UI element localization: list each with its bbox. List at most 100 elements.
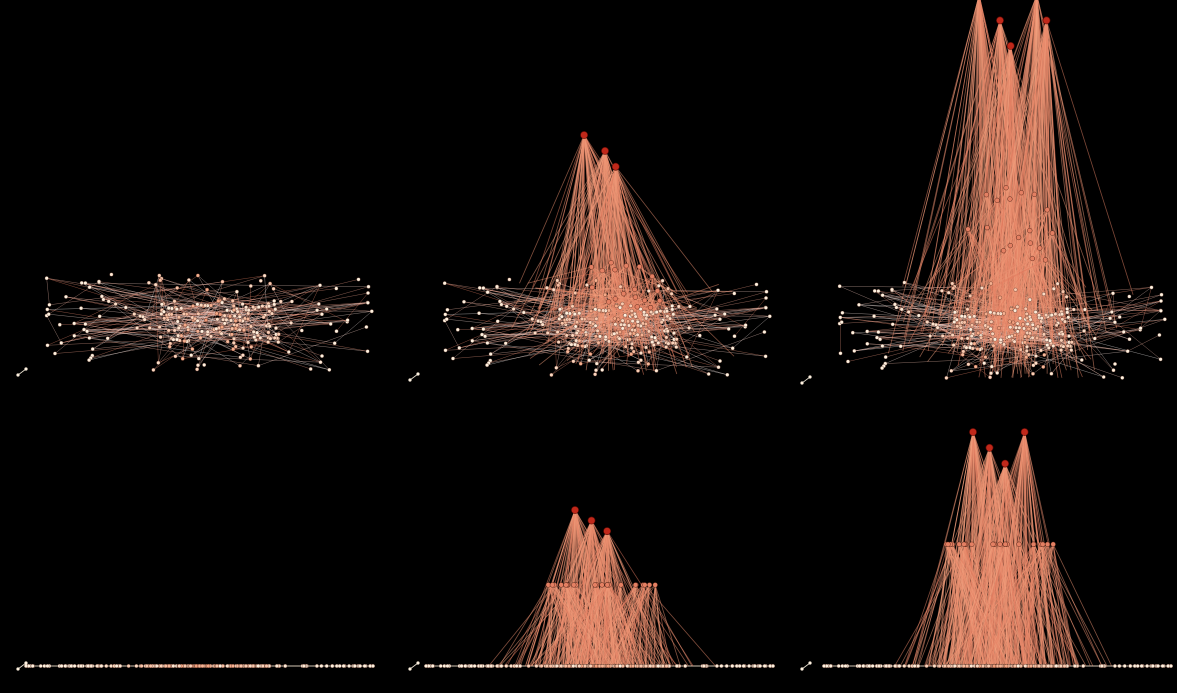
network-node xyxy=(646,361,651,366)
network-node xyxy=(1082,307,1087,312)
lifted-edge xyxy=(598,301,609,326)
network-node xyxy=(289,320,294,325)
network-node xyxy=(1031,371,1035,376)
network-node xyxy=(555,278,560,283)
network-node xyxy=(587,358,592,363)
network-node xyxy=(556,340,561,345)
lifted-edge xyxy=(967,229,1022,336)
network-edge xyxy=(247,313,273,343)
network-node xyxy=(548,664,553,668)
lifted-node xyxy=(1018,190,1024,196)
network-node xyxy=(654,310,659,315)
network-node xyxy=(767,314,772,319)
lifted-edge xyxy=(654,584,681,667)
lifted-edge xyxy=(1050,233,1053,312)
network-node xyxy=(559,314,564,319)
lifted-edge xyxy=(644,584,674,667)
network-node xyxy=(196,311,201,316)
lifted-edge xyxy=(554,270,603,320)
network-node xyxy=(648,664,653,668)
network-node xyxy=(620,301,625,306)
network-node xyxy=(175,285,180,290)
lifted-edge xyxy=(650,307,676,358)
network-node xyxy=(852,348,857,353)
network-node xyxy=(1025,322,1030,327)
network-node xyxy=(205,287,210,292)
network-node xyxy=(1015,329,1020,334)
network-node xyxy=(1112,320,1117,325)
network-node xyxy=(630,341,634,346)
lifted-edge xyxy=(939,431,974,667)
network-node xyxy=(1061,289,1066,294)
network-node xyxy=(714,307,719,311)
network-node xyxy=(162,316,167,321)
network-node xyxy=(1025,344,1029,349)
network-node xyxy=(198,335,203,340)
network-edge xyxy=(656,331,765,371)
network-node xyxy=(714,664,719,668)
network-node xyxy=(481,286,486,291)
network-node xyxy=(246,308,251,313)
network-node xyxy=(872,314,877,319)
network-node xyxy=(653,335,658,340)
network-node xyxy=(358,664,363,668)
lifted-edge xyxy=(566,166,617,314)
network-node xyxy=(684,355,689,359)
lifted-edge xyxy=(606,584,678,667)
panel-top-left xyxy=(16,272,374,377)
network-node xyxy=(186,327,191,332)
network-node xyxy=(946,290,951,295)
lifted-edge xyxy=(563,584,567,667)
network-node xyxy=(1044,337,1049,342)
network-node xyxy=(99,664,104,668)
network-node xyxy=(462,299,466,304)
network-node xyxy=(574,331,579,336)
network-node xyxy=(472,664,477,668)
network-node xyxy=(272,335,277,340)
network-node xyxy=(45,343,50,348)
network-node xyxy=(175,337,179,342)
lifted-edge xyxy=(990,245,1011,340)
lifted-node xyxy=(563,582,569,588)
isolated-node xyxy=(808,375,812,379)
network-node xyxy=(1060,332,1065,337)
lifted-edge xyxy=(527,584,553,667)
network-node xyxy=(629,308,634,313)
network-node xyxy=(640,333,644,338)
network-edge xyxy=(732,316,771,349)
isolated-node xyxy=(800,381,804,385)
network-node xyxy=(618,305,623,310)
network-node xyxy=(324,664,329,668)
network-edge xyxy=(47,339,174,346)
network-node xyxy=(193,316,197,321)
network-edge xyxy=(233,342,311,370)
network-node xyxy=(764,289,769,294)
lifted-node xyxy=(549,582,556,588)
network-node xyxy=(741,664,746,668)
lifted-node xyxy=(1042,257,1049,263)
lifted-edge xyxy=(1018,237,1049,320)
network-node xyxy=(220,325,224,330)
network-node xyxy=(445,664,450,668)
network-node xyxy=(593,323,598,328)
network-node xyxy=(940,334,945,338)
lifted-edge xyxy=(629,584,636,667)
network-node xyxy=(649,310,654,315)
lifted-edge xyxy=(552,584,572,667)
network-node xyxy=(53,351,57,356)
network-edge xyxy=(445,344,572,351)
network-node xyxy=(299,328,304,333)
network-node xyxy=(969,341,974,346)
network-node xyxy=(167,664,171,668)
network-node xyxy=(837,284,842,289)
network-node xyxy=(564,311,569,316)
lifted-node xyxy=(642,297,648,303)
lifted-edge xyxy=(576,584,608,667)
network-node xyxy=(880,293,885,298)
network-node xyxy=(697,333,702,338)
network-node xyxy=(1026,352,1031,357)
network-node xyxy=(231,664,235,668)
lifted-edge xyxy=(927,0,979,351)
network-node xyxy=(366,291,370,295)
network-node xyxy=(554,365,559,370)
